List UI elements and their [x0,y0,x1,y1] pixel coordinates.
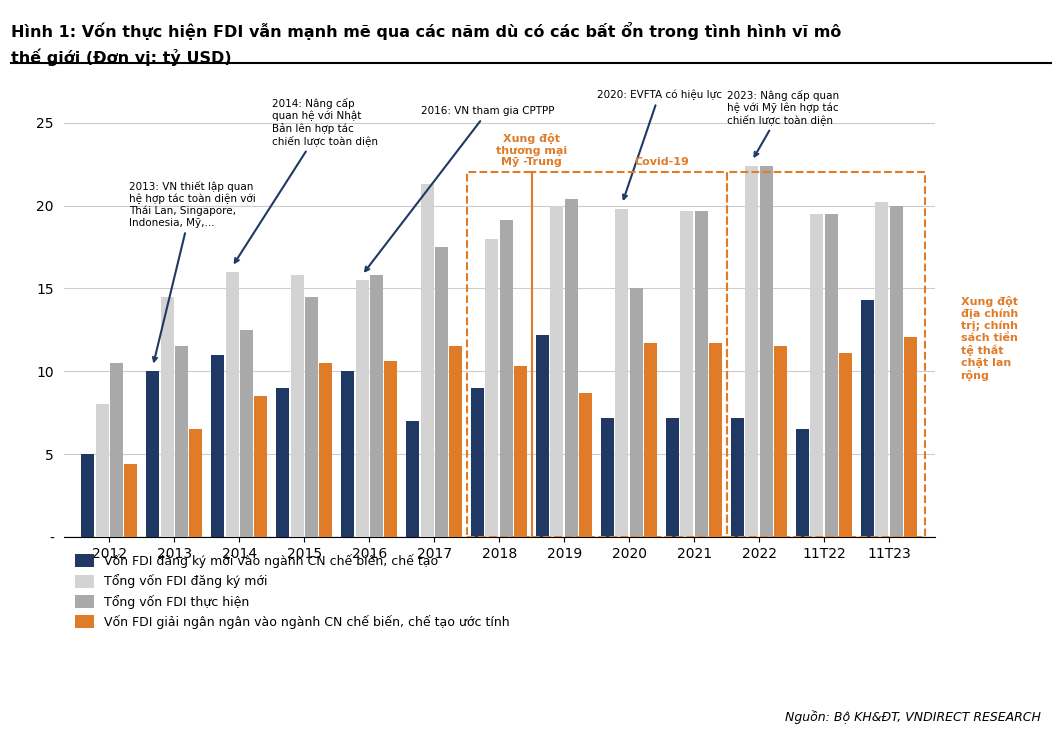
Bar [370,275,382,537]
Bar [485,239,498,537]
Bar [160,297,173,537]
Legend: Vốn FDI đăng ký mới vào ngành CN chế biến, chế tạo, Tổng vốn FDI đăng ký mới, Tổ: Vốn FDI đăng ký mới vào ngành CN chế biế… [70,549,514,634]
Bar [579,393,593,537]
Bar [189,430,202,537]
Bar [291,275,304,537]
Bar [175,346,188,537]
Bar [616,209,629,537]
Bar [82,454,95,537]
Bar [356,280,369,537]
Bar [96,404,108,537]
Bar [904,336,917,537]
Bar [211,355,224,537]
Bar [630,289,643,537]
Bar [825,214,838,537]
Text: 2016: VN tham gia CPTPP: 2016: VN tham gia CPTPP [365,106,554,271]
Bar [254,396,268,537]
Bar [514,366,527,537]
Bar [341,372,355,537]
Bar [406,421,419,537]
Bar [601,418,614,537]
Bar [731,418,744,537]
Bar [276,388,289,537]
Bar [810,214,823,537]
Bar [550,206,564,537]
Bar [695,210,707,537]
Bar [709,343,722,537]
Bar [681,210,693,537]
Text: 2014: Nâng cấp
quan hệ với Nhật
Bản lên hợp tác
chiến lược toàn diện: 2014: Nâng cấp quan hệ với Nhật Bản lên … [235,98,378,263]
Bar [536,335,549,537]
Bar [305,297,318,537]
Bar [774,346,787,537]
Bar [500,221,513,537]
Bar [890,206,903,537]
Text: thế giới (Đơn vị: tỷ USD): thế giới (Đơn vị: tỷ USD) [11,48,232,66]
Text: 2020: EVFTA có hiệu lực: 2020: EVFTA có hiệu lực [597,90,721,199]
Text: Xung đột
địa chính
trị; chính
sách tiền
tệ thắt
chặt lan
rộng: Xung đột địa chính trị; chính sách tiền … [960,295,1017,380]
Bar [147,372,159,537]
Bar [875,202,889,537]
Text: 2023: Nâng cấp quan
hệ với Mỹ lên hợp tác
chiến lược toàn diện: 2023: Nâng cấp quan hệ với Mỹ lên hợp tá… [726,90,839,157]
Bar [839,353,852,537]
Text: Nguồn: Bộ KH&ĐT, VNDIRECT RESEARCH: Nguồn: Bộ KH&ĐT, VNDIRECT RESEARCH [785,709,1041,724]
Bar [666,418,680,537]
Bar [240,330,253,537]
Bar [449,346,462,537]
Bar [421,184,433,537]
Bar [472,388,484,537]
Bar [225,272,239,537]
Bar [644,343,657,537]
Text: Hình 1: Vốn thực hiện FDI vẫn mạnh mẽ qua các năm dù có các bất ổn trong tình hì: Hình 1: Vốn thực hiện FDI vẫn mạnh mẽ qu… [11,22,841,40]
Bar [746,166,758,537]
Bar [861,300,874,537]
Bar [565,199,578,537]
Bar [796,430,809,537]
Text: Xung đột
thương mại
Mỹ -Trung: Xung đột thương mại Mỹ -Trung [496,134,567,167]
Text: 2013: VN thiết lập quan
hệ hợp tác toàn diện với
Thái Lan, Singapore,
Indonesia,: 2013: VN thiết lập quan hệ hợp tác toàn … [129,181,256,361]
Bar [124,464,137,537]
Bar [434,247,448,537]
Bar [109,363,123,537]
Text: Covid-19: Covid-19 [634,157,689,167]
Bar [319,363,332,537]
Bar [384,361,397,537]
Bar [759,166,773,537]
